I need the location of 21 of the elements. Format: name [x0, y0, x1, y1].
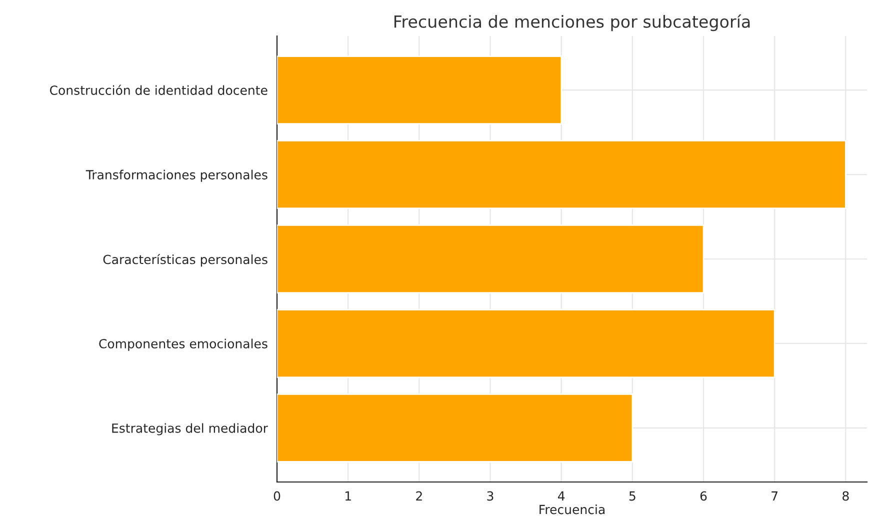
- y-tick-label: Transformaciones personales: [86, 170, 268, 182]
- x-tick-label: 4: [558, 491, 565, 501]
- y-tick-label: Construcción de identidad docente: [50, 84, 268, 95]
- bar: [277, 393, 634, 462]
- x-tick-label: 8: [842, 491, 849, 501]
- x-tick-label: 5: [629, 491, 636, 501]
- chart-title: Frecuencia de menciones por subcategoría: [394, 14, 750, 32]
- bar: [277, 140, 846, 210]
- x-tick-label: 6: [700, 491, 707, 501]
- x-tick-label: 7: [772, 491, 778, 501]
- x-tick-label: 1: [345, 491, 351, 501]
- bar: [277, 56, 562, 125]
- x-axis-title: Frecuencia: [540, 504, 604, 514]
- x-tick-label: 2: [416, 491, 422, 501]
- y-tick-label: Componentes emocionales: [99, 338, 268, 351]
- x-tick-label: 0: [274, 491, 280, 501]
- y-tick-label: Estrategias del mediador: [112, 423, 268, 436]
- y-tick-label: Características personales: [103, 254, 268, 267]
- bar: [277, 224, 704, 294]
- bar: [277, 308, 776, 378]
- x-tick-label: 3: [487, 491, 494, 501]
